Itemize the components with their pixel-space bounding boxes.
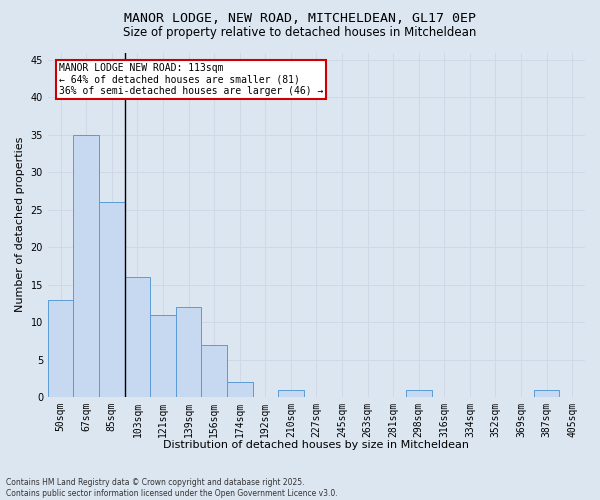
X-axis label: Distribution of detached houses by size in Mitcheldean: Distribution of detached houses by size …	[163, 440, 469, 450]
Bar	[176, 307, 202, 397]
Bar	[99, 202, 125, 397]
Bar	[406, 390, 431, 397]
Text: MANOR LODGE NEW ROAD: 113sqm
← 64% of detached houses are smaller (81)
36% of se: MANOR LODGE NEW ROAD: 113sqm ← 64% of de…	[59, 63, 323, 96]
Y-axis label: Number of detached properties: Number of detached properties	[15, 137, 25, 312]
Bar	[48, 300, 73, 397]
Bar	[73, 135, 99, 397]
Bar	[278, 390, 304, 397]
Bar	[534, 390, 559, 397]
Bar	[202, 344, 227, 397]
Bar	[125, 277, 150, 397]
Bar	[150, 314, 176, 397]
Text: Size of property relative to detached houses in Mitcheldean: Size of property relative to detached ho…	[124, 26, 476, 39]
Text: MANOR LODGE, NEW ROAD, MITCHELDEAN, GL17 0EP: MANOR LODGE, NEW ROAD, MITCHELDEAN, GL17…	[124, 12, 476, 26]
Bar	[227, 382, 253, 397]
Text: Contains HM Land Registry data © Crown copyright and database right 2025.
Contai: Contains HM Land Registry data © Crown c…	[6, 478, 338, 498]
